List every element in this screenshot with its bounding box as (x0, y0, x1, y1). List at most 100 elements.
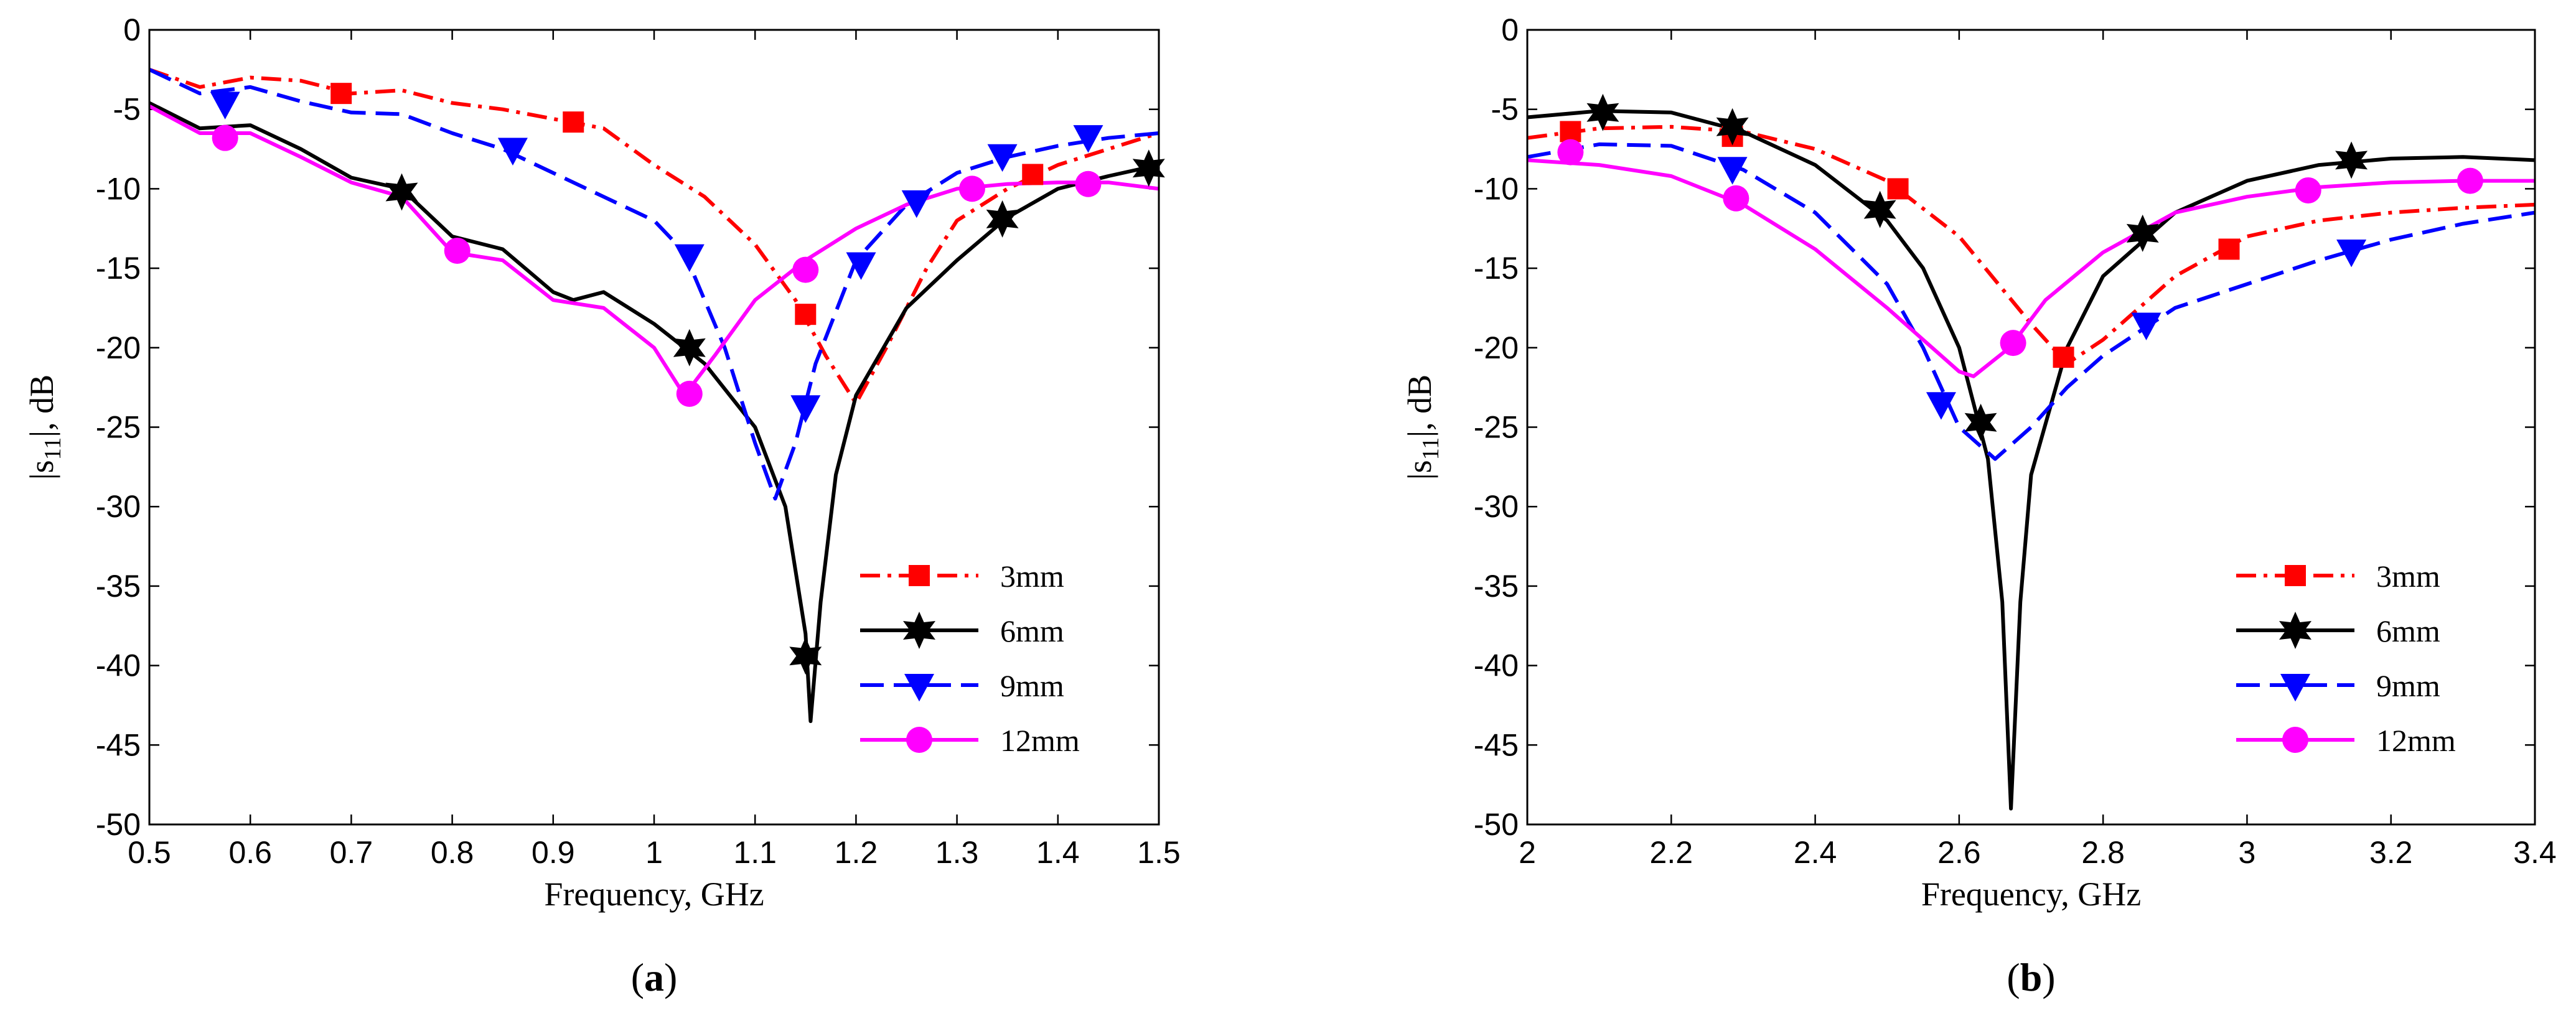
panel-a-y-tick-label: -25 (96, 410, 141, 445)
panel-a-y-tick-label: -20 (96, 330, 141, 365)
panel-b-legend-label-3mm: 3mm (2376, 559, 2440, 594)
panel-b-x-tick-label: 3.2 (2369, 835, 2413, 870)
panel-a-y-label-main: |s (23, 460, 60, 480)
panel-a-series-6mm-marker (673, 329, 706, 366)
panel-a-markers (210, 83, 1165, 675)
panel-a-series-9mm-marker (790, 395, 821, 423)
panel-b-legend: 3mm 6mm 9mm 12mm (2236, 559, 2456, 758)
panel-a-y-tick-label: -5 (113, 92, 141, 127)
panel-a-x-tick-label: 1.2 (835, 835, 878, 870)
panel-a-series-6mm-marker (789, 637, 822, 675)
panel-b-series-12mm-marker (2295, 177, 2321, 203)
panel-b-legend-label-9mm: 9mm (2376, 668, 2440, 703)
panel-a-legend-label-12mm: 12mm (1000, 723, 1080, 758)
panel-b-series-9mm-marker (2131, 312, 2161, 340)
panel-a-series-9mm-marker (901, 190, 932, 218)
panel-a-series-12mm-marker (444, 238, 471, 264)
panel-a-series-12mm-marker (212, 124, 238, 151)
panel-b-series-6mm-marker (2126, 214, 2159, 252)
panel-a-plot-frame (148, 29, 1160, 826)
panel-a-y-axis-label: |s11|, dB (23, 375, 66, 480)
panel-a-x-tick-label: 1 (645, 835, 663, 870)
panel-a-x-tick-labels: 0.5 0.6 0.7 0.8 0.9 1 1.1 1.2 1.3 1.4 1.5 (128, 835, 1181, 870)
panel-a-y-tick-label: -15 (96, 251, 141, 286)
panel-b-x-tick-label: 2 (1519, 835, 1536, 870)
panel-a-y-tick-labels: 0 -5 -10 -15 -20 -25 -30 -35 -40 -45 -50 (96, 12, 141, 842)
panel-b-y-tick-labels: 0 -5 -10 -15 -20 -25 -30 -35 -40 -45 -50 (1474, 12, 1519, 842)
panel-a-y-tick-label: -35 (96, 569, 141, 604)
panel-a-series-12mm-marker (792, 256, 819, 283)
panel-b-y-tick-label: -35 (1474, 569, 1519, 604)
panel-b-caption: (b) (2007, 955, 2055, 999)
panel-a-y-tick-label: -50 (96, 807, 141, 842)
panel-b-y-label-tail: |, dB (1401, 375, 1438, 437)
panel-b-series-6mm-marker (1716, 108, 1749, 146)
panel-b-x-tick-label: 2.6 (1937, 835, 1981, 870)
panel-b-series-12mm-marker (2000, 330, 2026, 357)
panel-b-series-6mm-line (1527, 109, 2536, 811)
panel-a-series-9mm-marker (987, 144, 1018, 172)
panel-b-series-6mm-marker (2335, 141, 2368, 179)
panel-a-legend: 3mm 6mm 9mm 12mm (860, 559, 1080, 758)
panel-a-series-9mm-marker (674, 244, 705, 273)
panel-a-x-tick-label: 0.5 (128, 835, 171, 870)
panel-b-legend-label-12mm: 12mm (2376, 723, 2456, 758)
panel-b-x-tick-label: 2.8 (2081, 835, 2125, 870)
panel-a-series-6mm-marker (986, 200, 1019, 238)
panel-a-y-label-tail: |, dB (23, 375, 60, 437)
panel-a-caption-letter: a (644, 955, 664, 999)
panel-b-x-tick-label: 2.2 (1650, 835, 1693, 870)
panel-a-x-tick-label: 0.9 (532, 835, 575, 870)
panel-b-legend-marker-12mm (2282, 727, 2308, 753)
panel-b-series-3mm-marker (2053, 347, 2074, 368)
panel-a-y-tick-label: -40 (96, 648, 141, 683)
panel-a-x-tick-label: 0.7 (330, 835, 373, 870)
panel-b-legend-marker-6mm (2279, 612, 2311, 649)
panel-b-series-3mm-marker (2218, 238, 2240, 260)
panel-b-series-9mm-marker (1926, 392, 1956, 420)
panel-a-series-9mm-marker (497, 138, 528, 166)
panel-a-series-6mm-marker (1132, 149, 1165, 187)
panel-a-series-3mm-line (149, 67, 1159, 406)
panel-b-series-9mm-marker (1717, 157, 1748, 185)
panel-b-y-tick-label: 0 (1501, 12, 1519, 47)
panel-b-plot-frame (1526, 29, 2536, 826)
panel-a-x-tick-label: 1.4 (1036, 835, 1080, 870)
panel-a-series-3mm-marker (330, 83, 352, 105)
panel-a-legend-marker-12mm (906, 727, 932, 753)
panel-a-y-tick-label: -45 (96, 727, 141, 762)
panel-a-x-tick-label: 1.3 (935, 835, 979, 870)
chart-panel-a: 0.5 0.6 0.7 0.8 0.9 1 1.1 1.2 1.3 1.4 1.5 0 -5 -10 -1… (23, 12, 1181, 999)
panel-b-legend-marker-9mm (2280, 674, 2310, 702)
panel-a-series-3mm-marker (563, 111, 584, 133)
panel-b-series-12mm-marker (1723, 185, 1749, 212)
panel-a-x-tick-label: 0.6 (228, 835, 272, 870)
chart-panel-b: 2 2.2 2.4 2.6 2.8 3 3.2 3.4 0 -5 -10 -15 -20 -25 -30 -… (1401, 12, 2557, 999)
panel-b-y-tick-label: -20 (1474, 330, 1519, 365)
panel-b-x-axis-label: Frequency, GHz (1921, 875, 2141, 913)
panel-b-y-label-sub: 11 (1418, 437, 1444, 460)
panel-b-y-tick-label: -30 (1474, 489, 1519, 524)
panel-b-y-tick-label: -50 (1474, 807, 1519, 842)
panel-b-series-3mm-marker (1887, 178, 1909, 200)
panel-b-legend-label-6mm: 6mm (2376, 614, 2440, 648)
panel-b-series-6mm-marker (1863, 190, 1896, 228)
panel-a-series-6mm-line (148, 101, 1159, 723)
panel-a-x-tick-label: 1.5 (1137, 835, 1181, 870)
panel-a-series-9mm-marker (1073, 125, 1103, 153)
panel-a-legend-marker-6mm (903, 612, 935, 649)
panel-b-markers (1557, 93, 2483, 441)
panel-b-caption-letter: b (2020, 955, 2043, 999)
panel-b-y-label-main: |s (1401, 460, 1438, 480)
panel-b-x-tick-label: 2.4 (1794, 835, 1837, 870)
panel-a-y-label-sub: 11 (40, 437, 66, 460)
panel-a-series-3mm-marker (795, 304, 817, 325)
panel-a-legend-marker-9mm (904, 674, 934, 702)
panel-b-y-tick-label: -45 (1474, 727, 1519, 762)
panel-a-y-tick-label: -30 (96, 489, 141, 524)
panel-b-legend-marker-3mm (2285, 565, 2306, 586)
panel-a-legend-label-3mm: 3mm (1000, 559, 1064, 594)
panel-b-y-tick-label: -25 (1474, 410, 1519, 445)
